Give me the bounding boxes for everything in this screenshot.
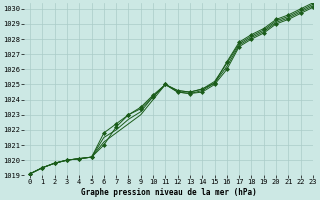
X-axis label: Graphe pression niveau de la mer (hPa): Graphe pression niveau de la mer (hPa) <box>81 188 256 197</box>
